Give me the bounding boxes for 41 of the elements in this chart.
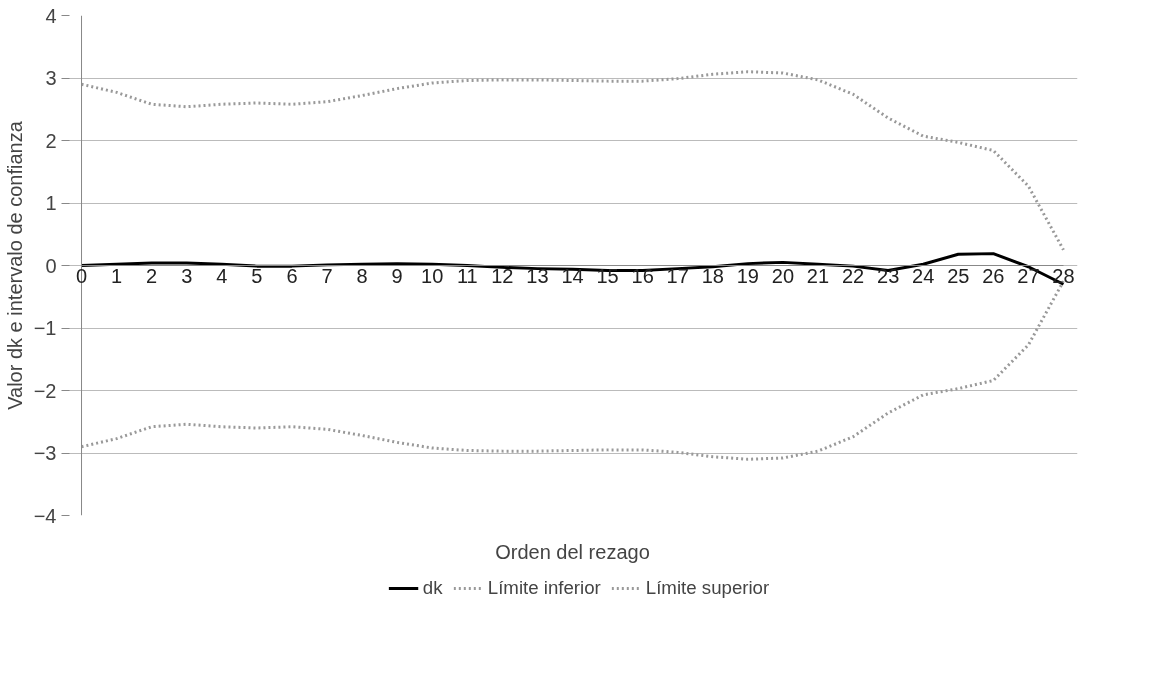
line-series [80, 70, 1065, 252]
x-tick-label: 1 [111, 264, 123, 287]
legend-label: dk [422, 576, 443, 599]
y-tick-label: −1 [33, 317, 57, 339]
x-tick-label: 26 [982, 264, 1005, 287]
y-tick-label: 2 [45, 129, 57, 152]
x-tick-label: 17 [666, 264, 689, 287]
x-tick-label: 5 [251, 264, 263, 287]
legend-label: Límite superior [645, 576, 770, 599]
x-tick-label: 12 [491, 264, 514, 287]
x-tick-label: 22 [841, 264, 865, 287]
x-tick-label: 18 [701, 264, 724, 287]
x-tick-label: 6 [286, 264, 298, 287]
y-tick-label: −2 [33, 379, 57, 402]
x-axis-title: Orden del rezago [495, 540, 650, 563]
y-tick-label: 4 [45, 4, 57, 27]
x-tick-label: 23 [877, 264, 900, 287]
x-tick-label: 13 [526, 264, 549, 287]
x-tick-label: 19 [736, 264, 759, 287]
x-tick-label: 27 [1017, 264, 1040, 287]
x-tick-label: 10 [421, 264, 444, 287]
x-tick-label: 9 [391, 264, 403, 287]
y-tick-label: 3 [45, 67, 57, 89]
y-tick-label: 1 [45, 192, 57, 214]
x-tick-label: 25 [947, 264, 970, 287]
legend-label: Límite inferior [487, 576, 601, 599]
y-axis-title: Valor dk e intervalo de confianza [3, 120, 26, 410]
y-tick-label: −3 [33, 442, 57, 464]
y-tick-label: −4 [33, 504, 57, 527]
x-tick-label: 24 [912, 264, 935, 287]
x-tick-label: 0 [75, 264, 88, 287]
x-tick-label: 8 [356, 264, 368, 287]
x-tick-label: 11 [456, 264, 478, 287]
x-tick-label: 7 [321, 264, 333, 287]
x-tick-label: 28 [1052, 264, 1075, 287]
x-tick-label: 4 [216, 264, 228, 287]
x-tick-label: 14 [561, 264, 584, 287]
x-tick-label: 20 [771, 264, 795, 287]
x-tick-label: 2 [146, 264, 158, 287]
x-tick-label: 3 [181, 264, 193, 287]
x-tick-label: 21 [806, 264, 830, 287]
